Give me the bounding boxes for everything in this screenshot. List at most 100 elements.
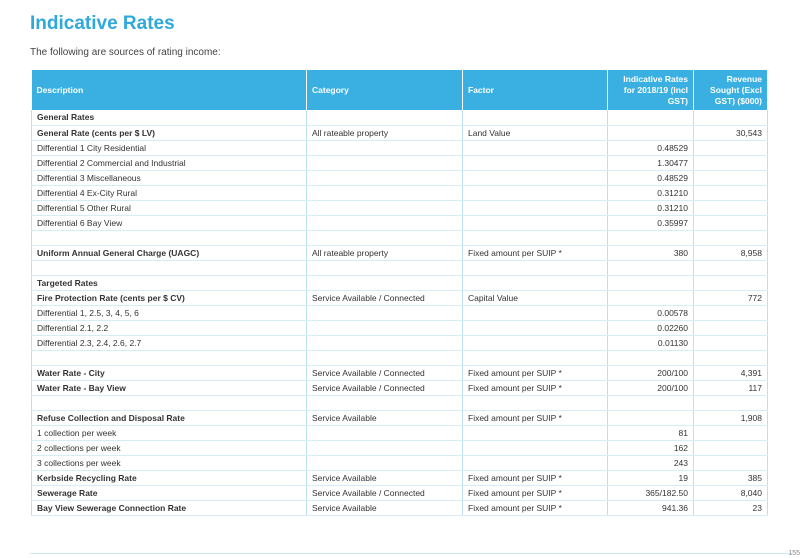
table-row: Differential 1, 2.5, 3, 4, 5, 6 0.00578 (31, 305, 768, 321)
category-cell: Service Available (306, 500, 463, 516)
indicative-rate-cell: 0.02260 (607, 320, 694, 336)
factor-cell (462, 395, 608, 411)
indicative-rate-cell: 243 (607, 455, 694, 471)
indicative-rate-cell: 200/100 (607, 365, 694, 381)
indicative-rate-cell (607, 395, 694, 411)
description-cell: Differential 2.1, 2.2 (31, 320, 307, 336)
factor-cell (462, 320, 608, 336)
revenue-cell: 4,391 (693, 365, 768, 381)
indicative-rate-cell: 19 (607, 470, 694, 486)
table-row (31, 230, 768, 246)
description-cell: Bay View Sewerage Connection Rate (31, 500, 307, 516)
description-cell: Sewerage Rate (31, 485, 307, 501)
table-row: Differential 3 Miscellaneous 0.48529 (31, 170, 768, 186)
indicative-rate-cell: 0.48529 (607, 140, 694, 156)
factor-cell (462, 110, 608, 126)
category-cell (306, 455, 463, 471)
description-cell: General Rate (cents per $ LV) (31, 125, 307, 141)
description-cell: Differential 5 Other Rural (31, 200, 307, 216)
table-row: Differential 6 Bay View 0.35997 (31, 215, 768, 231)
indicative-rate-cell (607, 290, 694, 306)
table-row: Differential 2.1, 2.2 0.02260 (31, 320, 768, 336)
table-row: 1 collection per week 81 (31, 425, 768, 441)
factor-cell (462, 260, 608, 276)
revenue-cell: 23 (693, 500, 768, 516)
table-row: Fire Protection Rate (cents per $ CV) Ser… (31, 290, 768, 306)
category-cell (306, 185, 463, 201)
column-header-factor: Factor (462, 70, 608, 110)
description-cell: Targeted Rates (31, 275, 307, 291)
revenue-cell: 30,543 (693, 125, 768, 141)
description-cell (31, 260, 307, 276)
indicative-rate-cell (607, 125, 694, 141)
revenue-cell (693, 230, 768, 246)
table-row (31, 260, 768, 276)
category-cell: Service Available / Connected (306, 380, 463, 396)
description-cell: General Rates (31, 110, 307, 126)
revenue-cell: 8,040 (693, 485, 768, 501)
table-row: Differential 1 City Residential 0.48529 (31, 140, 768, 156)
factor-cell (462, 215, 608, 231)
table-row (31, 395, 768, 411)
indicative-rate-cell: 380 (607, 245, 694, 261)
factor-cell (462, 275, 608, 291)
revenue-cell: 772 (693, 290, 768, 306)
category-cell (306, 110, 463, 126)
column-header-description: Description (31, 70, 307, 110)
factor-cell (462, 200, 608, 216)
indicative-rate-cell: 0.01130 (607, 335, 694, 351)
rates-table: Description Category Factor Indicative R… (31, 70, 768, 516)
footer-divider (30, 553, 792, 554)
revenue-cell (693, 140, 768, 156)
description-cell: Differential 3 Miscellaneous (31, 170, 307, 186)
page-title: Indicative Rates (30, 13, 175, 34)
indicative-rate-cell (607, 275, 694, 291)
revenue-cell (693, 335, 768, 351)
column-header-category: Category (306, 70, 463, 110)
table-row: Differential 5 Other Rural 0.31210 (31, 200, 768, 216)
revenue-cell (693, 110, 768, 126)
revenue-cell: 1,908 (693, 410, 768, 426)
category-cell (306, 305, 463, 321)
category-cell (306, 155, 463, 171)
factor-cell: Fixed amount per SUIP * (462, 365, 608, 381)
description-cell: Water Rate - City (31, 365, 307, 381)
revenue-cell (693, 155, 768, 171)
description-cell: 3 collections per week (31, 455, 307, 471)
factor-cell: Land Value (462, 125, 608, 141)
indicative-rate-cell (607, 350, 694, 366)
description-cell: Kerbside Recycling Rate (31, 470, 307, 486)
description-cell: Differential 6 Bay View (31, 215, 307, 231)
table-header-row: Description Category Factor Indicative R… (31, 70, 768, 110)
revenue-cell (693, 455, 768, 471)
factor-cell (462, 335, 608, 351)
revenue-cell (693, 440, 768, 456)
category-cell: Service Available (306, 410, 463, 426)
description-cell: Water Rate - Bay View (31, 380, 307, 396)
category-cell (306, 230, 463, 246)
indicative-rate-cell: 81 (607, 425, 694, 441)
category-cell: All rateable property (306, 245, 463, 261)
table-row: Differential 2 Commercial and Industrial… (31, 155, 768, 171)
category-cell (306, 395, 463, 411)
indicative-rate-cell: 0.48529 (607, 170, 694, 186)
factor-cell (462, 155, 608, 171)
factor-cell: Fixed amount per SUIP * (462, 410, 608, 426)
description-cell (31, 230, 307, 246)
revenue-cell: 8,958 (693, 245, 768, 261)
factor-cell: Fixed amount per SUIP * (462, 500, 608, 516)
factor-cell: Fixed amount per SUIP * (462, 380, 608, 396)
category-cell (306, 425, 463, 441)
table-row (31, 350, 768, 366)
table-row: Uniform Annual General Charge (UAGC) All … (31, 245, 768, 261)
indicative-rate-cell (607, 410, 694, 426)
factor-cell: Capital Value (462, 290, 608, 306)
table-row: Differential 2.3, 2.4, 2.6, 2.7 0.01130 (31, 335, 768, 351)
revenue-cell (693, 185, 768, 201)
description-cell: Refuse Collection and Disposal Rate (31, 410, 307, 426)
factor-cell (462, 230, 608, 246)
description-cell: Differential 1 City Residential (31, 140, 307, 156)
table-row: 3 collections per week 243 (31, 455, 768, 471)
intro-text: The following are sources of rating inco… (30, 47, 221, 58)
category-cell (306, 215, 463, 231)
